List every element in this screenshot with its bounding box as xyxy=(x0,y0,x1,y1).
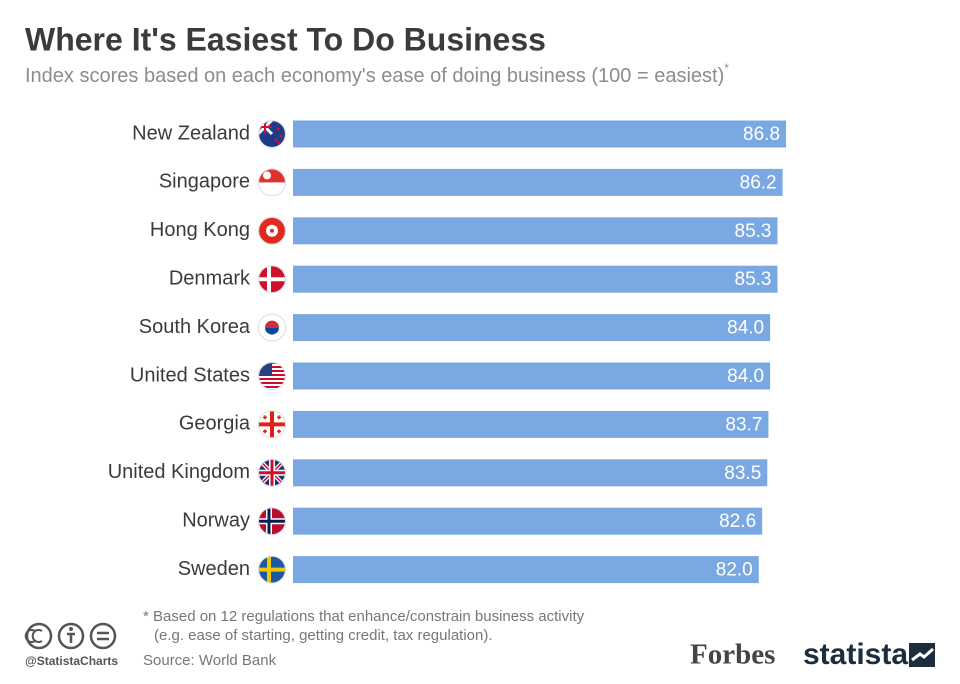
category-label: Norway xyxy=(182,509,250,531)
flag xyxy=(259,411,285,438)
category-label: Georgia xyxy=(179,413,251,435)
statista-icon xyxy=(909,643,935,667)
flag-part xyxy=(270,228,274,233)
category-label: Denmark xyxy=(169,267,251,289)
flag-part xyxy=(279,134,283,138)
flag-part xyxy=(259,169,285,183)
subtitle-text: Index scores based on each economy's eas… xyxy=(25,65,724,87)
flag-part xyxy=(259,411,285,438)
flag-part xyxy=(259,386,285,388)
flag-part xyxy=(259,382,285,384)
flag-part xyxy=(276,127,280,131)
value-label: 85.3 xyxy=(735,221,772,242)
flag-ring xyxy=(258,216,286,245)
flag-ring xyxy=(258,410,286,439)
flag-ring xyxy=(258,458,286,487)
flag xyxy=(259,314,285,341)
flag-ring xyxy=(258,313,286,342)
cc-icons xyxy=(24,622,117,650)
value-label: 84.0 xyxy=(727,366,764,387)
flag-part xyxy=(263,415,267,420)
value-label: 83.7 xyxy=(725,414,762,435)
flag xyxy=(259,266,285,293)
flag xyxy=(259,217,285,244)
flag xyxy=(259,508,285,535)
category-label: Singapore xyxy=(159,171,250,193)
flag-ring xyxy=(258,120,286,148)
category-label: United States xyxy=(130,364,250,386)
forbes-logo: Forbes xyxy=(690,639,775,671)
source: Source: World Bank xyxy=(143,652,277,669)
bar xyxy=(293,168,783,196)
chart-subtitle: Index scores based on each economy's eas… xyxy=(25,61,729,87)
flag-ring xyxy=(258,507,286,536)
bar xyxy=(293,410,769,438)
flag-part xyxy=(259,378,285,380)
flag-part xyxy=(263,171,271,180)
category-label: New Zealand xyxy=(132,122,250,144)
statista-logo: statista xyxy=(803,638,908,671)
bar xyxy=(293,314,771,342)
flag-part xyxy=(263,429,267,434)
value-label: 86.2 xyxy=(740,172,777,193)
category-label: United Kingdom xyxy=(108,461,250,483)
footnote: * Based on 12 regulations that enhance/c… xyxy=(143,608,585,625)
category-label: South Korea xyxy=(139,316,251,338)
flag-ring xyxy=(258,265,286,294)
credit: @StatistaCharts xyxy=(25,654,118,668)
bar xyxy=(293,265,778,293)
category-label: Hong Kong xyxy=(150,219,250,241)
flag-part xyxy=(259,459,285,486)
value-label: 83.5 xyxy=(724,463,761,484)
flag-part xyxy=(259,556,285,583)
flag-ring xyxy=(258,555,286,584)
chart-title: Where It's Easiest To Do Business xyxy=(25,21,546,57)
bar xyxy=(293,556,759,584)
flag-part xyxy=(277,141,281,145)
flag-part xyxy=(259,508,285,535)
footnote: (e.g. ease of starting, getting credit, … xyxy=(154,627,493,644)
bar xyxy=(293,362,771,390)
bar xyxy=(293,507,763,535)
flag xyxy=(259,169,285,196)
flag-part xyxy=(277,429,281,434)
value-label: 84.0 xyxy=(727,318,764,339)
flag-ring xyxy=(258,362,286,390)
flag-part xyxy=(265,327,279,335)
value-label: 82.6 xyxy=(719,511,756,532)
flag-part xyxy=(277,415,281,420)
value-label: 86.8 xyxy=(743,124,780,145)
value-label: 82.0 xyxy=(716,560,753,581)
flag-part xyxy=(259,266,285,293)
bar xyxy=(293,217,778,245)
category-label: Sweden xyxy=(178,558,250,580)
flag-ring xyxy=(258,168,286,197)
value-label: 85.3 xyxy=(735,269,772,290)
bar xyxy=(293,459,768,487)
bar xyxy=(293,120,787,148)
subtitle-mark: * xyxy=(724,61,729,75)
flag xyxy=(259,556,285,583)
flag-part xyxy=(274,138,278,142)
flag-part xyxy=(265,320,279,328)
